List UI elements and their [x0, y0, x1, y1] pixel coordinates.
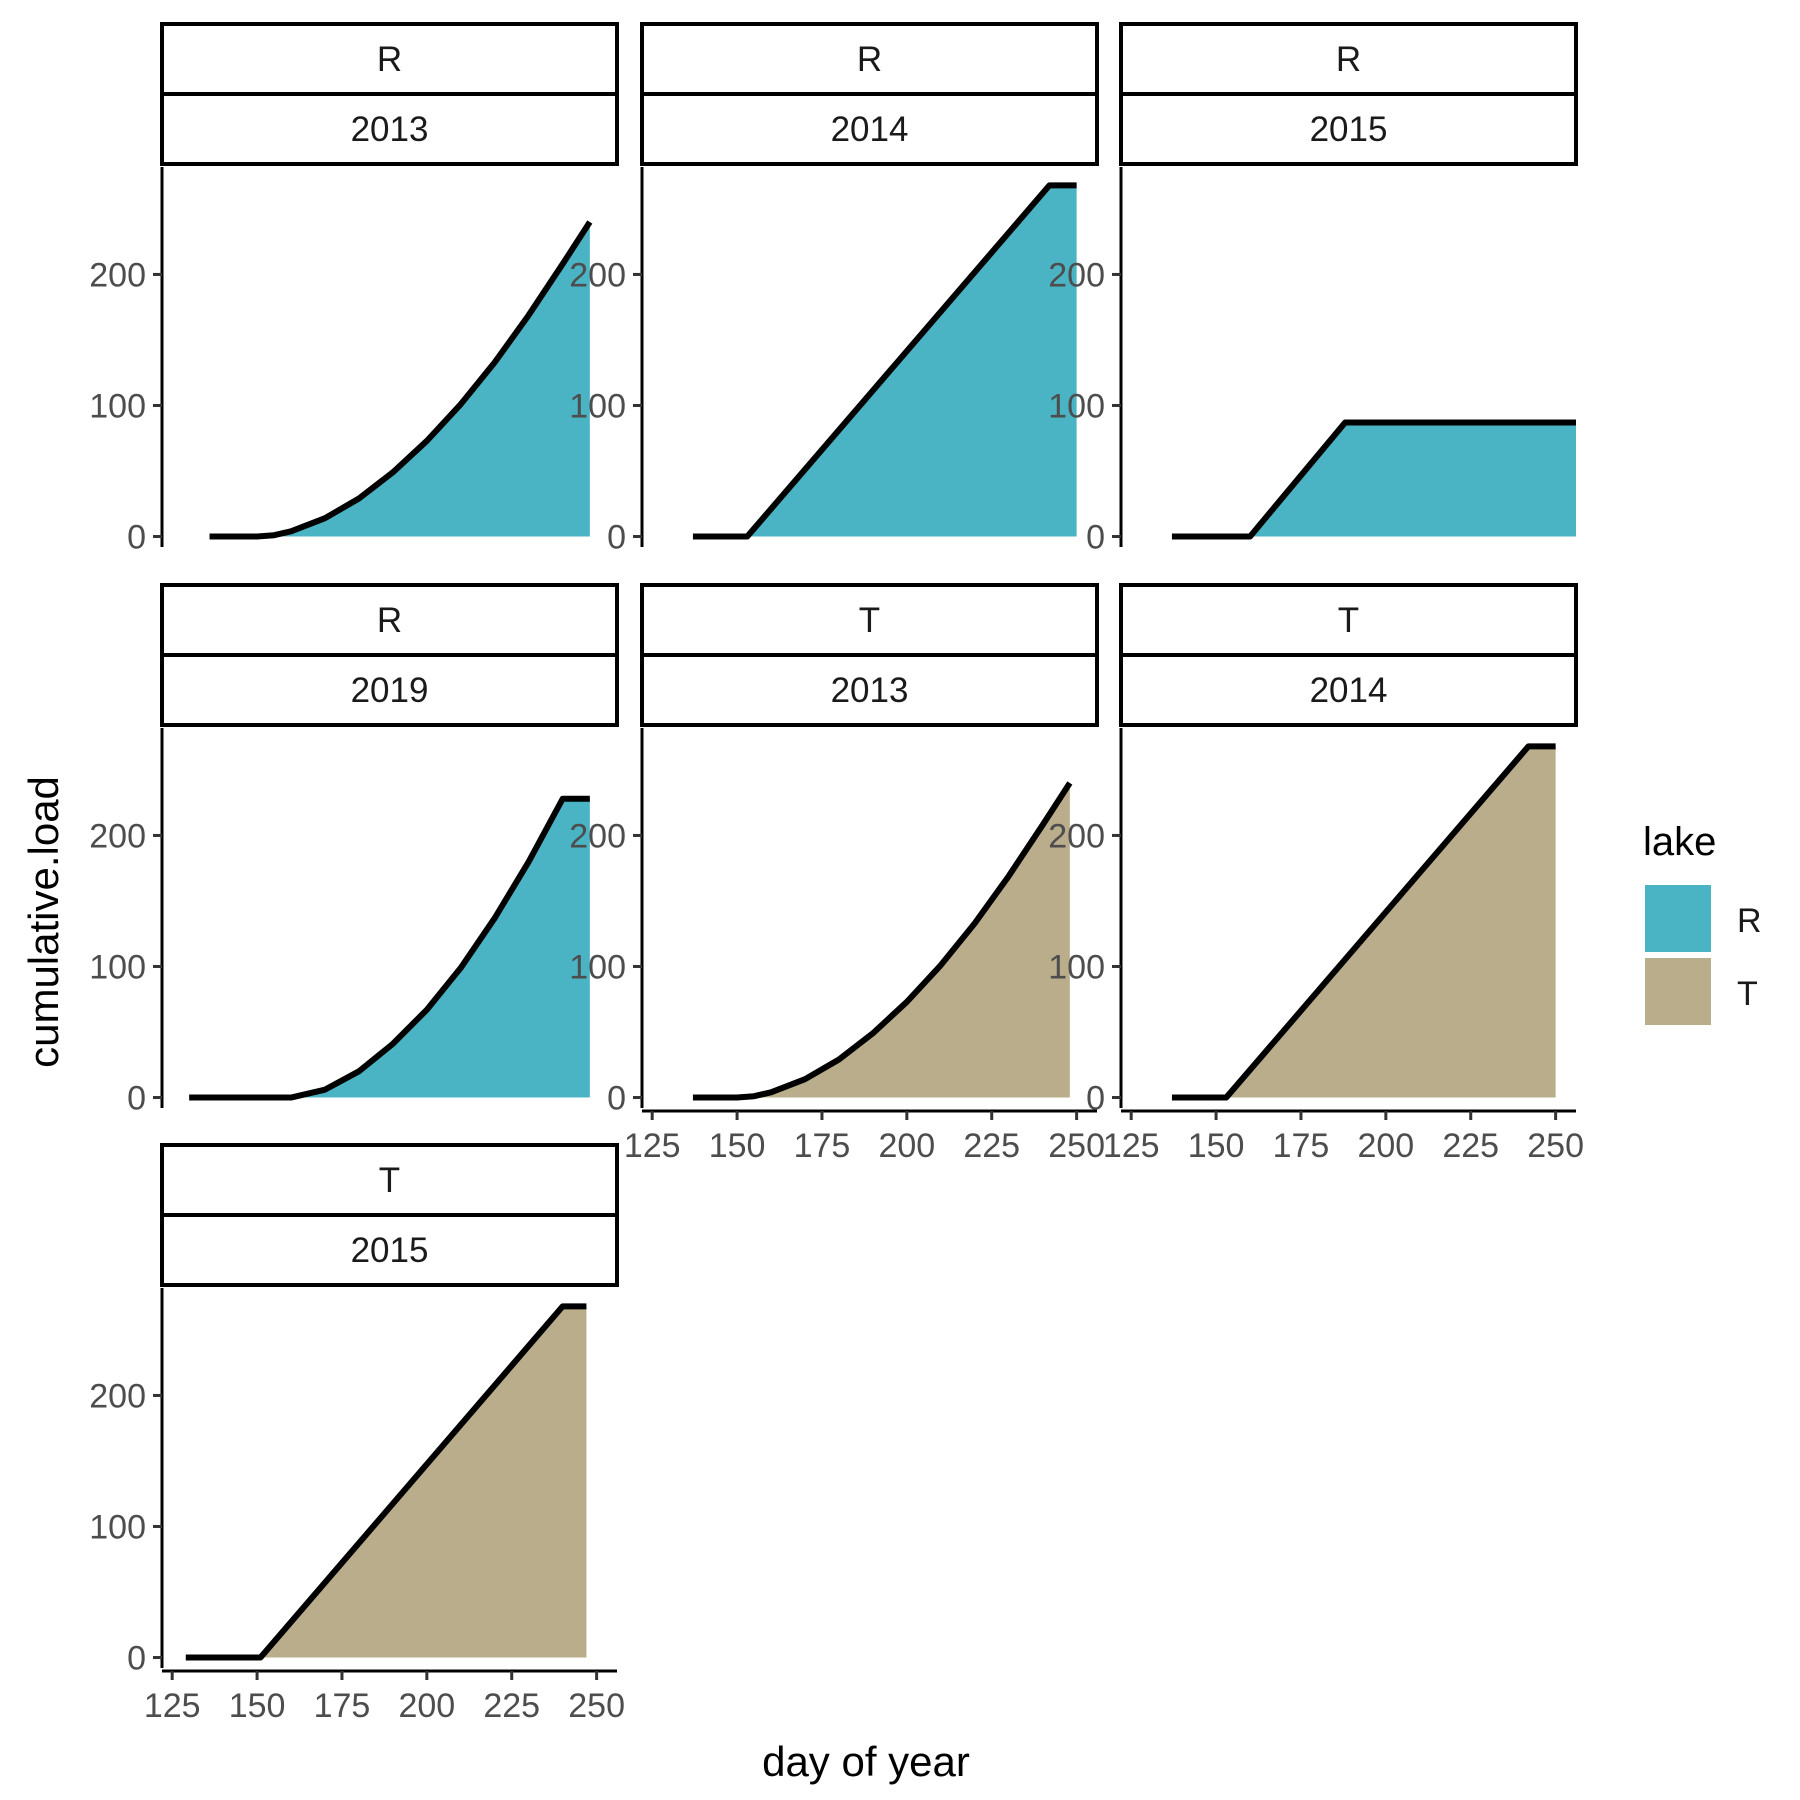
- area-r-2014: [747, 185, 1077, 537]
- strip-label-lake: T: [1338, 601, 1359, 640]
- x-tick-label: 125: [624, 1127, 681, 1165]
- strip-box-year: [1119, 653, 1578, 727]
- strip-label-lake: R: [377, 40, 402, 79]
- y-tick-label: 0: [127, 1640, 146, 1678]
- legend-title: lake: [1643, 820, 1716, 864]
- x-tick-label: 250: [568, 1687, 625, 1725]
- x-tick-label: 175: [794, 1127, 851, 1165]
- strip-box-lake: [160, 1143, 619, 1217]
- y-tick-label: 0: [127, 519, 146, 557]
- x-tick-label: 250: [1527, 1127, 1584, 1165]
- y-tick-label: 0: [607, 1080, 626, 1118]
- strip-label-lake: T: [379, 1161, 400, 1200]
- line-r-2015: [1171, 419, 1576, 540]
- line-t-2015: [185, 1303, 587, 1661]
- area-t-2015: [260, 1306, 587, 1658]
- area-r-2015: [1250, 422, 1576, 537]
- panel-t-2015: T 2015 0 100 200 125 150 175 200 225 250: [89, 1143, 625, 1725]
- strip-label-year: 2015: [1310, 110, 1388, 149]
- panel-r-2015: R 2015 0 100 200: [1048, 22, 1578, 557]
- y-tick-label: 100: [89, 387, 146, 425]
- x-tick-label: 150: [709, 1127, 766, 1165]
- x-tick-label: 150: [1188, 1127, 1245, 1165]
- panel-r-2019: R 2019 0 100 200: [89, 583, 619, 1118]
- y-tick-label: 100: [1048, 387, 1105, 425]
- x-tick-label: 200: [398, 1687, 455, 1725]
- x-tick-label: 200: [1357, 1127, 1414, 1165]
- strip-label-year: 2019: [351, 671, 429, 710]
- y-tick-label: 100: [569, 387, 626, 425]
- strip-label-lake: R: [857, 40, 882, 79]
- y-tick-label: 200: [569, 817, 626, 855]
- strip-label-year: 2015: [351, 1231, 429, 1270]
- strip-box-year: [160, 653, 619, 727]
- legend: lake R T: [1643, 820, 1762, 1025]
- y-tick-label: 100: [569, 948, 626, 986]
- x-tick-label: 150: [229, 1687, 286, 1725]
- y-tick-label: 200: [89, 1377, 146, 1415]
- y-tick-label: 100: [89, 1508, 146, 1546]
- strip-label-year: 2013: [351, 110, 429, 149]
- line-t-2014: [1171, 743, 1556, 1101]
- area-t-2013: [737, 783, 1070, 1098]
- y-tick-label: 0: [127, 1080, 146, 1118]
- x-tick-label: 225: [483, 1687, 540, 1725]
- y-tick-label: 0: [1086, 1080, 1105, 1118]
- x-axis-title: day of year: [762, 1738, 970, 1785]
- strip-box-lake: [160, 22, 619, 96]
- x-tick-label: 175: [1273, 1127, 1330, 1165]
- strip-label-year: 2014: [831, 110, 909, 149]
- panel-t-2014: T 2014 0 100 200 125 150 175 200 225 250: [1048, 583, 1584, 1165]
- legend-label-t: T: [1737, 975, 1758, 1013]
- panel-r-2014: R 2014 0 100 200: [569, 22, 1099, 557]
- x-tick-label: 125: [144, 1687, 201, 1725]
- line-r-2019: [189, 795, 590, 1101]
- strip-label-lake: R: [1336, 40, 1361, 79]
- x-tick-label: 175: [314, 1687, 371, 1725]
- area-r-2019: [291, 798, 590, 1098]
- strip-box-lake: [1119, 583, 1578, 657]
- strip-label-lake: T: [859, 601, 880, 640]
- panels-layer: R 2013 0 100 200 R 2014 0 100 200 R 2015 0 100 200 R 201…: [89, 22, 1584, 1725]
- panel-r-2013: R 2013 0 100 200: [89, 22, 619, 557]
- line-r-2014: [692, 182, 1077, 540]
- x-tick-label: 225: [1442, 1127, 1499, 1165]
- strip-label-year: 2014: [1310, 671, 1388, 710]
- area-t-2014: [1226, 746, 1556, 1098]
- strip-box-lake: [640, 583, 1099, 657]
- y-tick-label: 0: [607, 519, 626, 557]
- y-tick-label: 0: [1086, 519, 1105, 557]
- y-tick-label: 200: [89, 817, 146, 855]
- legend-key-t: [1645, 958, 1711, 1025]
- x-tick-label: 125: [1103, 1127, 1160, 1165]
- y-tick-label: 200: [1048, 817, 1105, 855]
- area-r-2013: [257, 222, 590, 537]
- y-tick-label: 200: [89, 256, 146, 294]
- strip-box-year: [1119, 92, 1578, 166]
- strip-box-lake: [640, 22, 1099, 96]
- line-t-2013: [692, 781, 1073, 1101]
- strip-label-lake: R: [377, 601, 402, 640]
- strip-box-year: [160, 92, 619, 166]
- strip-label-year: 2013: [831, 671, 909, 710]
- strip-box-year: [640, 92, 1099, 166]
- y-tick-label: 100: [1048, 948, 1105, 986]
- y-tick-label: 200: [1048, 256, 1105, 294]
- y-tick-label: 200: [569, 256, 626, 294]
- x-tick-label: 250: [1048, 1127, 1105, 1165]
- legend-key-r: [1645, 885, 1711, 952]
- y-tick-label: 100: [89, 948, 146, 986]
- x-tick-label: 225: [963, 1127, 1020, 1165]
- legend-label-r: R: [1737, 902, 1762, 940]
- panel-t-2013: T 2013 0 100 200 125 150 175 200 225 250: [569, 583, 1105, 1165]
- strip-box-year: [160, 1213, 619, 1287]
- y-axis-title: cumulative.load: [20, 776, 67, 1068]
- strip-box-year: [640, 653, 1099, 727]
- x-tick-label: 200: [878, 1127, 935, 1165]
- line-r-2013: [209, 220, 593, 540]
- strip-box-lake: [1119, 22, 1578, 96]
